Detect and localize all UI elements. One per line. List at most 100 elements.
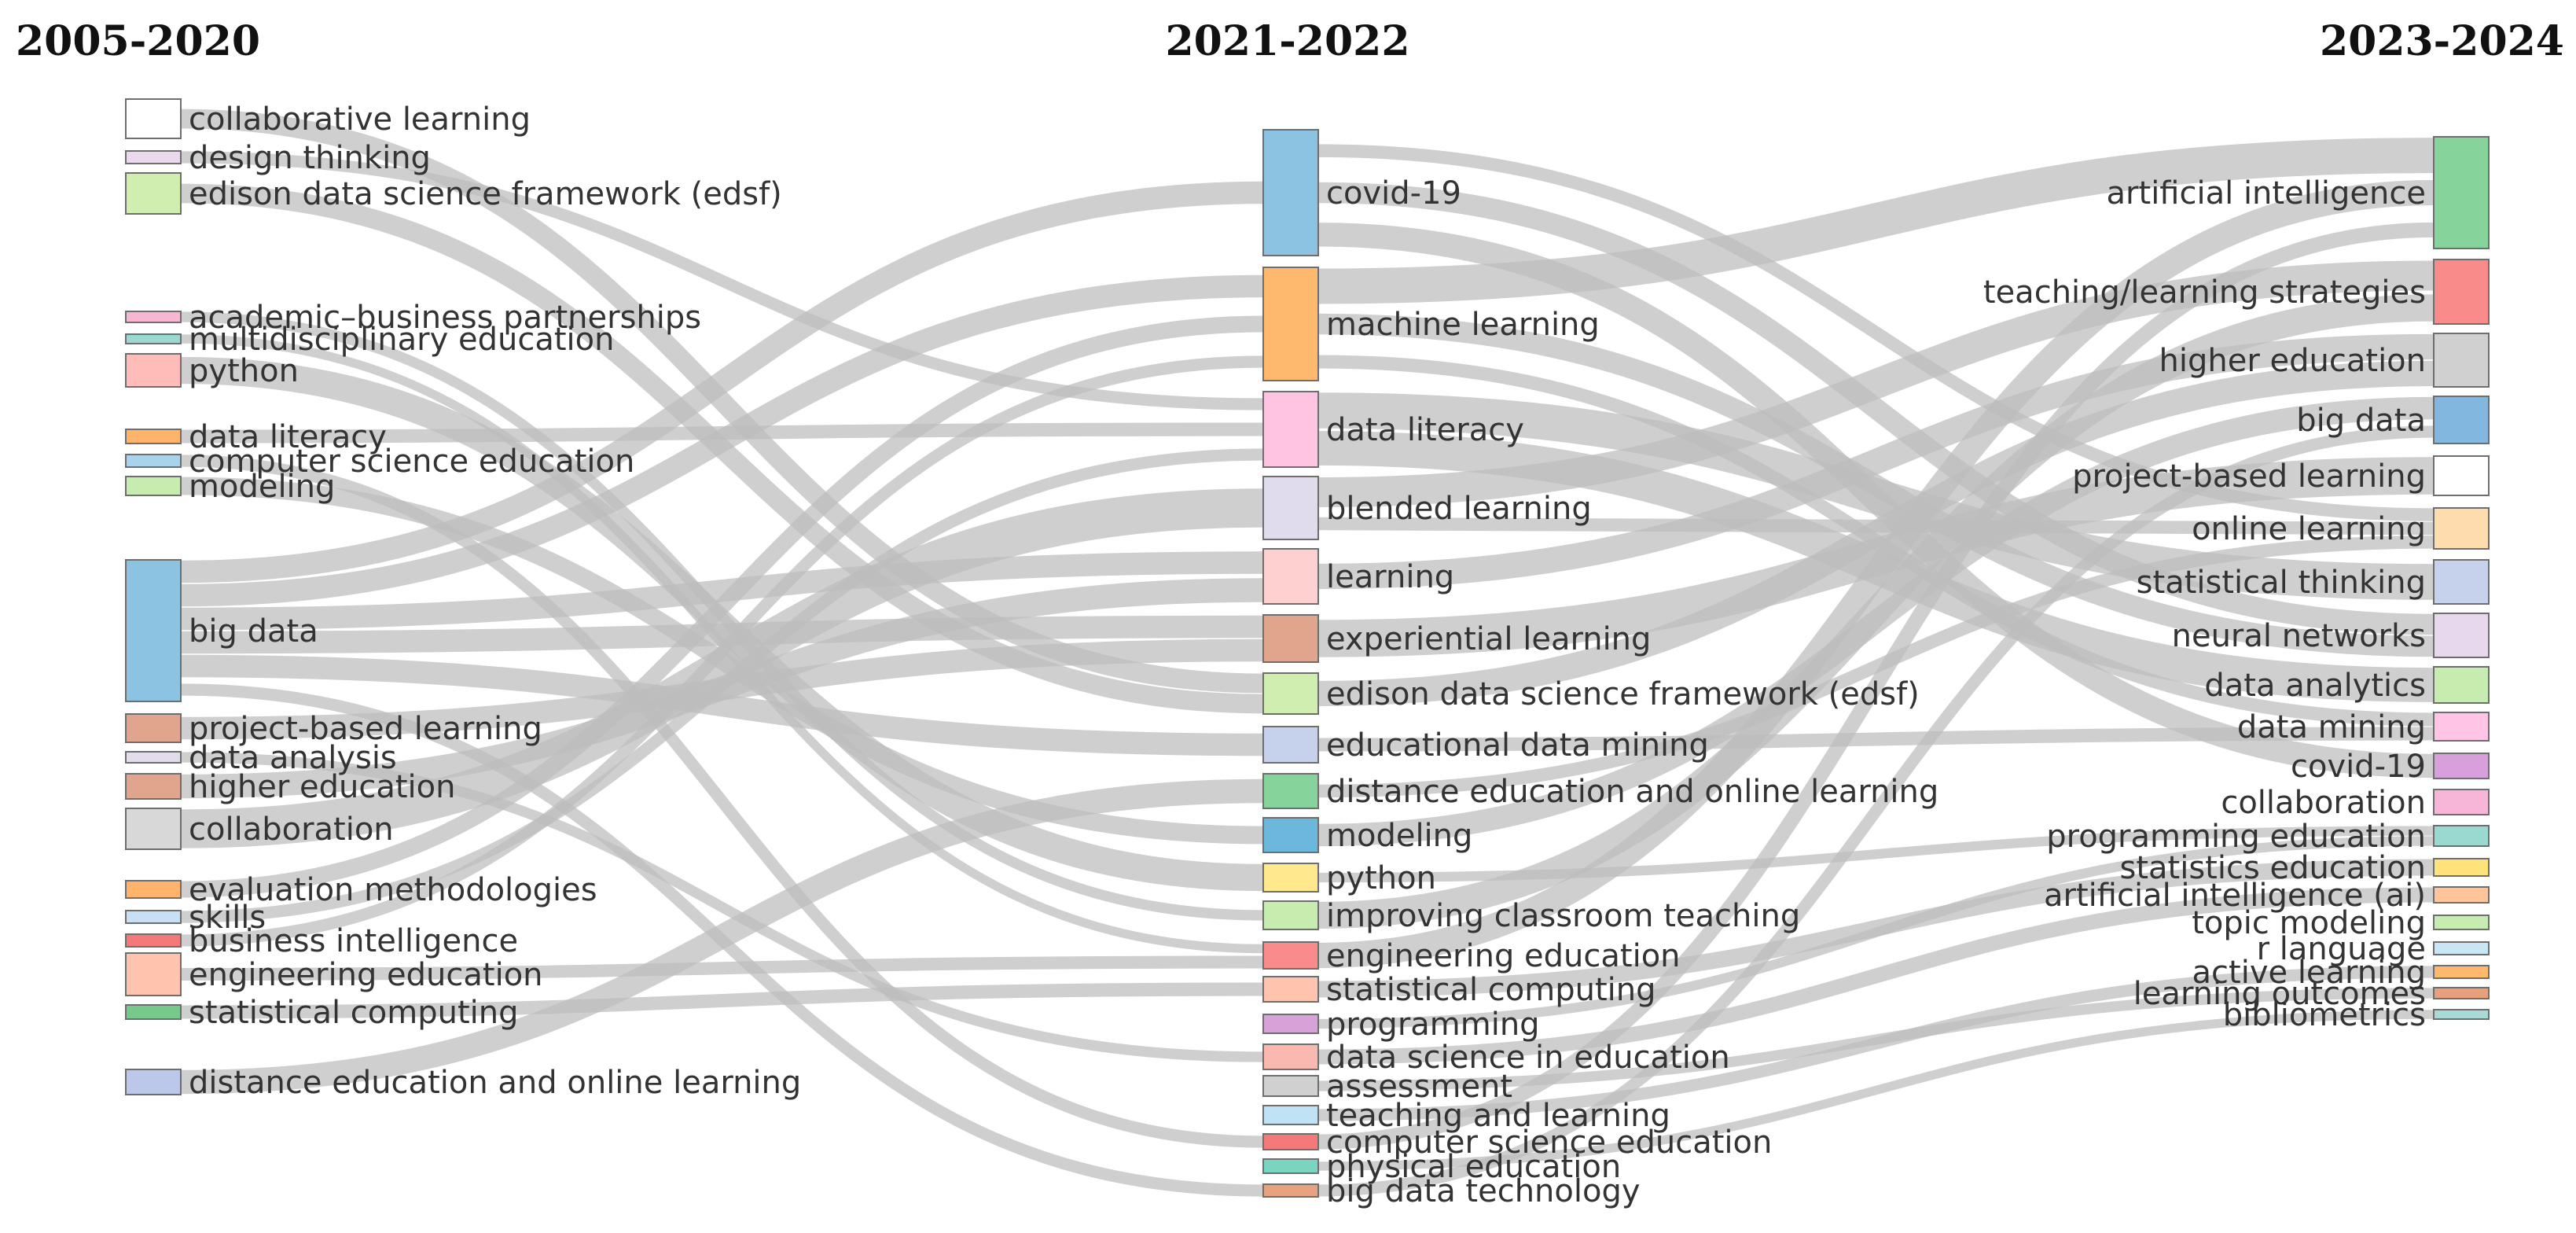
node-bar-academic-business-partnerships [125,311,182,323]
node-label-experiential-learning: experiential learning [1326,621,1651,657]
node-bar-covid-19 [1262,129,1319,256]
node-2005-2020-data-literacy: data literacy [125,419,387,455]
titles-layer: 2005-2020 2021-2022 2023-2024 [16,17,2564,65]
node-2023-2024-online-learning: online learning [2192,507,2490,550]
node-bar-python [125,353,182,388]
node-bar-neural-networks [2433,613,2490,658]
node-label-covid-19: covid-19 [2291,749,2426,785]
node-2023-2024-teaching-learning-strategies: teaching/learning strategies [1983,259,2490,325]
node-bar-artificial-intelligence-ai [2433,886,2490,904]
node-label-programming: programming [1326,1007,1540,1043]
node-2023-2024-project-based-learning: project-based learning [2072,455,2490,496]
node-bar-python [1262,863,1319,893]
node-label-learning: learning [1326,559,1454,595]
node-label-teaching-and-learning: teaching and learning [1326,1098,1670,1134]
flow-2005-2020-evaluation-methodologies-to-2021-2022-machine-learning [180,315,1264,898]
node-2021-2022-assessment: assessment [1262,1069,1512,1105]
node-bar-big-data [125,559,182,702]
node-bar-programming-education [2433,825,2490,847]
node-bar-programming [1262,1014,1319,1034]
flow-2005-2020-business-intelligence-to-2021-2022-machine-learning [180,355,1264,947]
node-label-design-thinking: design thinking [189,140,431,176]
flow-2005-2020-big-data-to-2021-2022-experiential-learning [180,615,1264,654]
flow-2005-2020-skills-to-2021-2022-data-literacy [180,448,1264,923]
node-2005-2020-skills: skills [125,900,266,936]
node-label-big-data: big data [189,613,318,650]
node-label-collaboration: collaboration [189,812,394,848]
node-label-covid-19: covid-19 [1326,175,1461,212]
node-label-topic-modeling: topic modeling [2192,905,2426,941]
node-2021-2022-learning: learning [1262,548,1454,605]
node-2023-2024-collaboration: collaboration [2221,785,2490,821]
node-bar-statistical-thinking [2433,559,2490,605]
node-label-assessment: assessment [1326,1069,1512,1105]
node-bar-learning [1262,548,1319,605]
node-bar-improving-classroom-teaching [1262,900,1319,930]
node-bar-data-science-in-education [1262,1043,1319,1070]
node-2021-2022-teaching-and-learning: teaching and learning [1262,1098,1670,1134]
node-2005-2020-modeling: modeling [125,469,335,505]
node-bar-data-literacy [1262,391,1319,468]
flow-2021-2022-physical-education-to-2023-2024-bibliometrics [1317,1010,2435,1171]
node-bar-design-thinking [125,150,182,164]
flow-2005-2020-big-data-to-2021-2022-educational-data-mining [180,654,1264,756]
flow-2005-2020-statistical-computing-to-2021-2022-statistical-computing [180,982,1264,1019]
node-2023-2024-covid-19: covid-19 [2291,749,2490,785]
flow-2005-2020-big-data-to-2021-2022-learning [180,551,1264,631]
node-label-data-science-in-education: data science in education [1326,1040,1730,1076]
node-label-artificial-intelligence: artificial intelligence [2107,175,2426,212]
node-label-data-analysis: data analysis [189,740,397,776]
node-2021-2022-statistical-computing: statistical computing [1262,972,1656,1008]
node-2023-2024-bibliometrics: bibliometrics [2223,997,2490,1033]
node-label-data-literacy: data literacy [189,419,387,455]
node-label-collaboration: collaboration [2221,785,2426,821]
node-bar-r-language [2433,941,2490,955]
node-bar-skills [125,910,182,924]
node-label-bibliometrics: bibliometrics [2223,997,2426,1033]
node-2021-2022-engineering-education: engineering education [1262,938,1681,974]
node-2021-2022-blended-learning: blended learning [1262,476,1592,540]
node-bar-modeling [125,476,182,496]
node-2005-2020-evaluation-methodologies: evaluation methodologies [125,872,597,908]
node-2023-2024-neural-networks: neural networks [2172,613,2490,658]
node-bar-higher-education [2433,333,2490,388]
node-label-academic-business-partnerships: academic–business partnerships [189,300,701,336]
node-bar-engineering-education [125,952,182,996]
node-2021-2022-big-data-technology: big data technology [1262,1173,1641,1209]
node-label-collaborative-learning: collaborative learning [189,101,531,138]
node-label-business-intelligence: business intelligence [189,923,518,959]
node-bar-statistical-computing [1262,976,1319,1003]
node-2021-2022-data-literacy: data literacy [1262,391,1524,468]
node-bar-multidisciplinary-education [125,333,182,344]
node-label-programming-education: programming education [2046,819,2426,855]
flow-2021-2022-data-science-in-education-to-2023-2024-artificial-intelligence-ai- [1317,887,2435,1065]
node-2021-2022-programming: programming [1262,1007,1540,1043]
flow-2021-2022-data-literacy-to-2023-2024-statistical-thinking [1317,392,2435,600]
flow-2005-2020-engineering-education-to-2021-2022-engineering-education [180,955,1264,981]
node-bar-evaluation-methodologies [125,880,182,899]
node-bar-online-learning [2433,507,2490,550]
node-bar-edison-data-science-framework-edsf [125,172,182,215]
node-2021-2022-physical-education: physical education [1262,1149,1621,1185]
node-2021-2022-improving-classroom-teaching: improving classroom teaching [1262,898,1800,934]
node-bar-learning-outcomes [2433,987,2490,999]
node-bar-data-analysis [125,751,182,764]
node-label-data-analytics: data analytics [2204,668,2426,704]
node-2005-2020-distance-education-and-online-learning: distance education and online learning [125,1065,801,1101]
node-label-multidisciplinary-education: multidisciplinary education [189,322,614,358]
node-label-modeling: modeling [189,469,335,505]
node-label-blended-learning: blended learning [1326,491,1592,527]
node-label-modeling: modeling [1326,818,1472,854]
node-2023-2024-big-data: big data [2296,396,2490,444]
node-2005-2020-data-analysis: data analysis [125,740,397,776]
node-label-python: python [1326,860,1436,896]
period-title-2023-2024: 2023-2024 [2320,17,2564,65]
node-2005-2020-multidisciplinary-education: multidisciplinary education [125,322,614,358]
node-bar-engineering-education [1262,941,1319,970]
period-title-2005-2020: 2005-2020 [16,17,260,65]
node-label-educational-data-mining: educational data mining [1326,727,1709,764]
node-label-skills: skills [189,900,266,936]
flow-2005-2020-collaboration-to-2021-2022-blended-learning [180,488,1264,848]
flows-layer [180,109,2435,1197]
